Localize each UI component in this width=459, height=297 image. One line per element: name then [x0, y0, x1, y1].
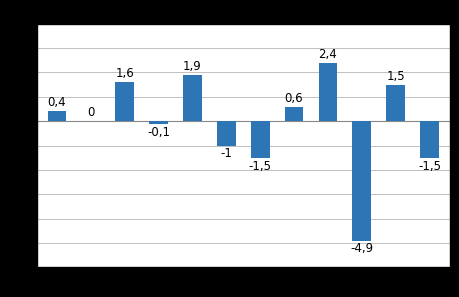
Text: -4,9: -4,9	[350, 242, 373, 255]
Bar	[183, 75, 202, 121]
Bar	[251, 121, 269, 158]
Text: -1: -1	[220, 148, 232, 160]
Bar	[420, 121, 439, 158]
Text: 0: 0	[87, 106, 95, 119]
Text: -1,5: -1,5	[249, 160, 272, 173]
Text: 2,4: 2,4	[319, 48, 337, 61]
Text: 0,4: 0,4	[48, 97, 67, 110]
Bar	[149, 121, 168, 124]
Text: 1,9: 1,9	[183, 60, 202, 73]
Bar	[48, 111, 67, 121]
Text: -1,5: -1,5	[418, 160, 441, 173]
Text: 1,5: 1,5	[386, 70, 405, 83]
Bar	[285, 107, 303, 121]
Bar	[116, 82, 134, 121]
Text: -0,1: -0,1	[147, 126, 170, 139]
Bar	[353, 121, 371, 241]
Bar	[217, 121, 235, 146]
Text: 1,6: 1,6	[115, 67, 134, 80]
Bar	[319, 63, 337, 121]
Text: 0,6: 0,6	[285, 91, 303, 105]
Bar	[386, 85, 405, 121]
